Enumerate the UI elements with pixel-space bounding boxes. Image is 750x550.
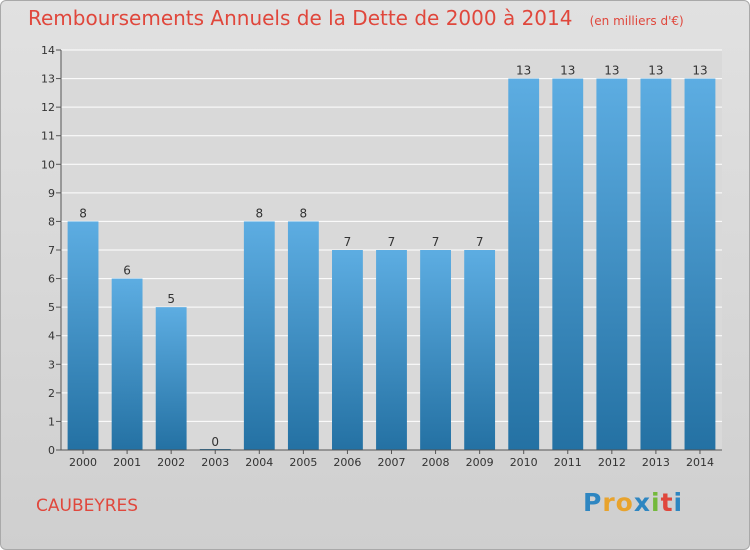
x-tick-label: 2012 xyxy=(598,456,626,469)
x-tick-label: 2003 xyxy=(201,456,229,469)
bar-2014 xyxy=(684,78,716,451)
x-tick-label: 2014 xyxy=(686,456,714,469)
logo-letter: P xyxy=(583,488,603,517)
data-label: 13 xyxy=(516,64,531,78)
bar-2006 xyxy=(332,250,363,450)
data-label: 0 xyxy=(211,435,219,449)
x-tick-label: 2009 xyxy=(466,456,494,469)
x-tick-label: 2007 xyxy=(378,456,406,469)
logo-letter: i xyxy=(651,488,661,517)
data-label: 13 xyxy=(560,64,575,78)
y-tick-label: 1 xyxy=(48,415,55,428)
y-tick-label: 5 xyxy=(48,301,55,314)
data-label: 13 xyxy=(648,64,663,78)
data-label: 7 xyxy=(388,235,396,249)
x-tick-label: 2008 xyxy=(422,456,450,469)
logo-letter: i xyxy=(673,488,684,517)
x-tick-label: 2000 xyxy=(69,456,97,469)
y-tick-label: 7 xyxy=(48,244,55,257)
commune-name: CAUBEYRES xyxy=(36,496,139,516)
y-tick-label: 6 xyxy=(48,273,55,286)
bar-2004 xyxy=(243,221,275,450)
y-tick-label: 8 xyxy=(48,215,55,228)
data-label: 8 xyxy=(255,206,263,220)
bar-2013 xyxy=(640,78,672,451)
x-tick-label: 2002 xyxy=(157,456,185,469)
bar-2000 xyxy=(67,221,99,450)
logo-letter: o xyxy=(615,488,634,517)
data-label: 5 xyxy=(167,292,175,306)
data-label: 13 xyxy=(692,64,707,78)
bar-2009 xyxy=(464,250,496,450)
bar-2007 xyxy=(376,250,407,450)
chart-title-block: Remboursements Annuels de la Dette de 20… xyxy=(28,6,684,30)
y-tick-label: 13 xyxy=(41,73,55,86)
x-tick-label: 2013 xyxy=(642,456,670,469)
x-tick-label: 2001 xyxy=(113,456,141,469)
bar-2005 xyxy=(287,221,319,450)
logo-letter: t xyxy=(660,488,674,517)
x-tick-label: 2010 xyxy=(510,456,538,469)
y-tick-label: 3 xyxy=(48,358,55,371)
x-tick-label: 2006 xyxy=(333,456,361,469)
bar-2001 xyxy=(111,278,143,450)
logo-letter: r xyxy=(602,488,616,517)
y-tick-label: 2 xyxy=(48,387,55,400)
data-label: 7 xyxy=(344,235,352,249)
data-label: 13 xyxy=(604,64,619,78)
data-label: 7 xyxy=(432,235,440,249)
y-tick-label: 14 xyxy=(41,44,55,57)
y-tick-label: 9 xyxy=(48,187,55,200)
logo-letter: x xyxy=(633,488,651,517)
y-tick-label: 0 xyxy=(48,444,55,457)
x-tick-label: 2011 xyxy=(554,456,582,469)
y-tick-label: 10 xyxy=(41,158,55,171)
x-tick-label: 2005 xyxy=(289,456,317,469)
bar-2002 xyxy=(155,307,187,450)
bar-2010 xyxy=(508,78,540,451)
data-label: 6 xyxy=(123,264,131,278)
data-label: 7 xyxy=(476,235,484,249)
y-tick-label: 12 xyxy=(41,101,55,114)
y-tick-label: 11 xyxy=(41,130,55,143)
unit-note: (en milliers d'€) xyxy=(589,14,684,28)
data-label: 8 xyxy=(300,206,308,220)
proxiti-logo: Proxiti xyxy=(583,488,683,517)
x-tick-label: 2004 xyxy=(245,456,273,469)
bar-2012 xyxy=(596,78,628,451)
y-tick-label: 4 xyxy=(48,330,55,343)
data-label: 8 xyxy=(79,206,87,220)
bar-2011 xyxy=(552,78,584,451)
bar-2008 xyxy=(420,250,451,450)
chart-title: Remboursements Annuels de la Dette de 20… xyxy=(28,6,573,30)
